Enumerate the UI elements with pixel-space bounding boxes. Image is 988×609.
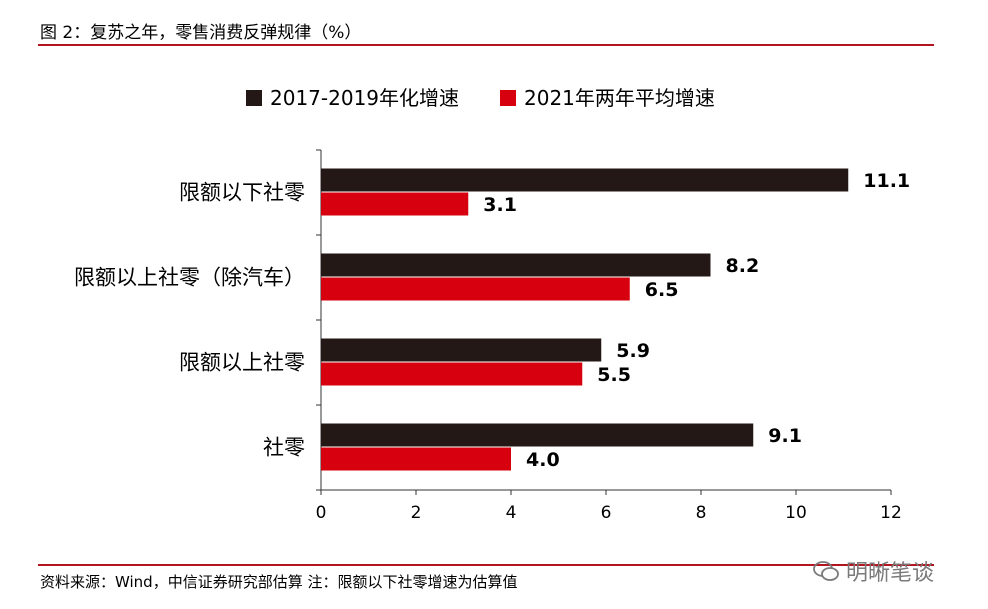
bar-2021 (321, 362, 583, 386)
category-label: 限额以上社零（除汽车） (74, 266, 305, 290)
data-label: 4.0 (526, 449, 560, 471)
x-tick-label: 12 (880, 503, 902, 523)
bar-2021 (321, 447, 511, 471)
data-label: 8.2 (726, 255, 760, 277)
category-label: 限额以下社零 (179, 181, 305, 205)
watermark-text: 明晰笔谈 (846, 561, 935, 586)
legend-swatch (500, 90, 516, 106)
x-tick-label: 8 (696, 503, 707, 523)
data-label: 11.1 (863, 170, 910, 192)
bar-2021 (321, 192, 469, 216)
bar-2021 (321, 277, 630, 301)
category-label: 社零 (263, 436, 305, 460)
x-tick-label: 2 (411, 503, 422, 523)
data-label: 5.9 (616, 340, 650, 362)
wechat-logo-icon (813, 561, 839, 581)
bar-2017-2019 (321, 423, 754, 447)
category-label: 限额以上社零 (179, 351, 305, 375)
watermark: 明晰笔谈 (812, 555, 934, 587)
x-tick-label: 6 (601, 503, 612, 523)
legend-label: 2017-2019年化增速 (270, 86, 459, 110)
legend-label: 2021年两年平均增速 (524, 86, 715, 110)
data-label: 5.5 (597, 364, 631, 386)
x-tick-label: 4 (506, 503, 517, 523)
legend-swatch (246, 90, 262, 106)
bar-2017-2019 (321, 168, 849, 192)
bar-2017-2019 (321, 253, 711, 277)
source-note: 资料来源：Wind，中信证券研究部估算 注：限额以下社零增速为估算值 (40, 573, 518, 591)
x-tick-label: 10 (785, 503, 807, 523)
figure-caption: 图 2：复苏之年，零售消费反弹规律（%） (40, 23, 362, 43)
bar-2017-2019 (321, 338, 602, 362)
data-label: 3.1 (483, 194, 517, 216)
data-label: 9.1 (768, 425, 802, 447)
data-label: 6.5 (645, 279, 679, 301)
top-rule (38, 44, 934, 46)
x-tick-label: 0 (316, 503, 327, 523)
bottom-rule (38, 564, 934, 566)
